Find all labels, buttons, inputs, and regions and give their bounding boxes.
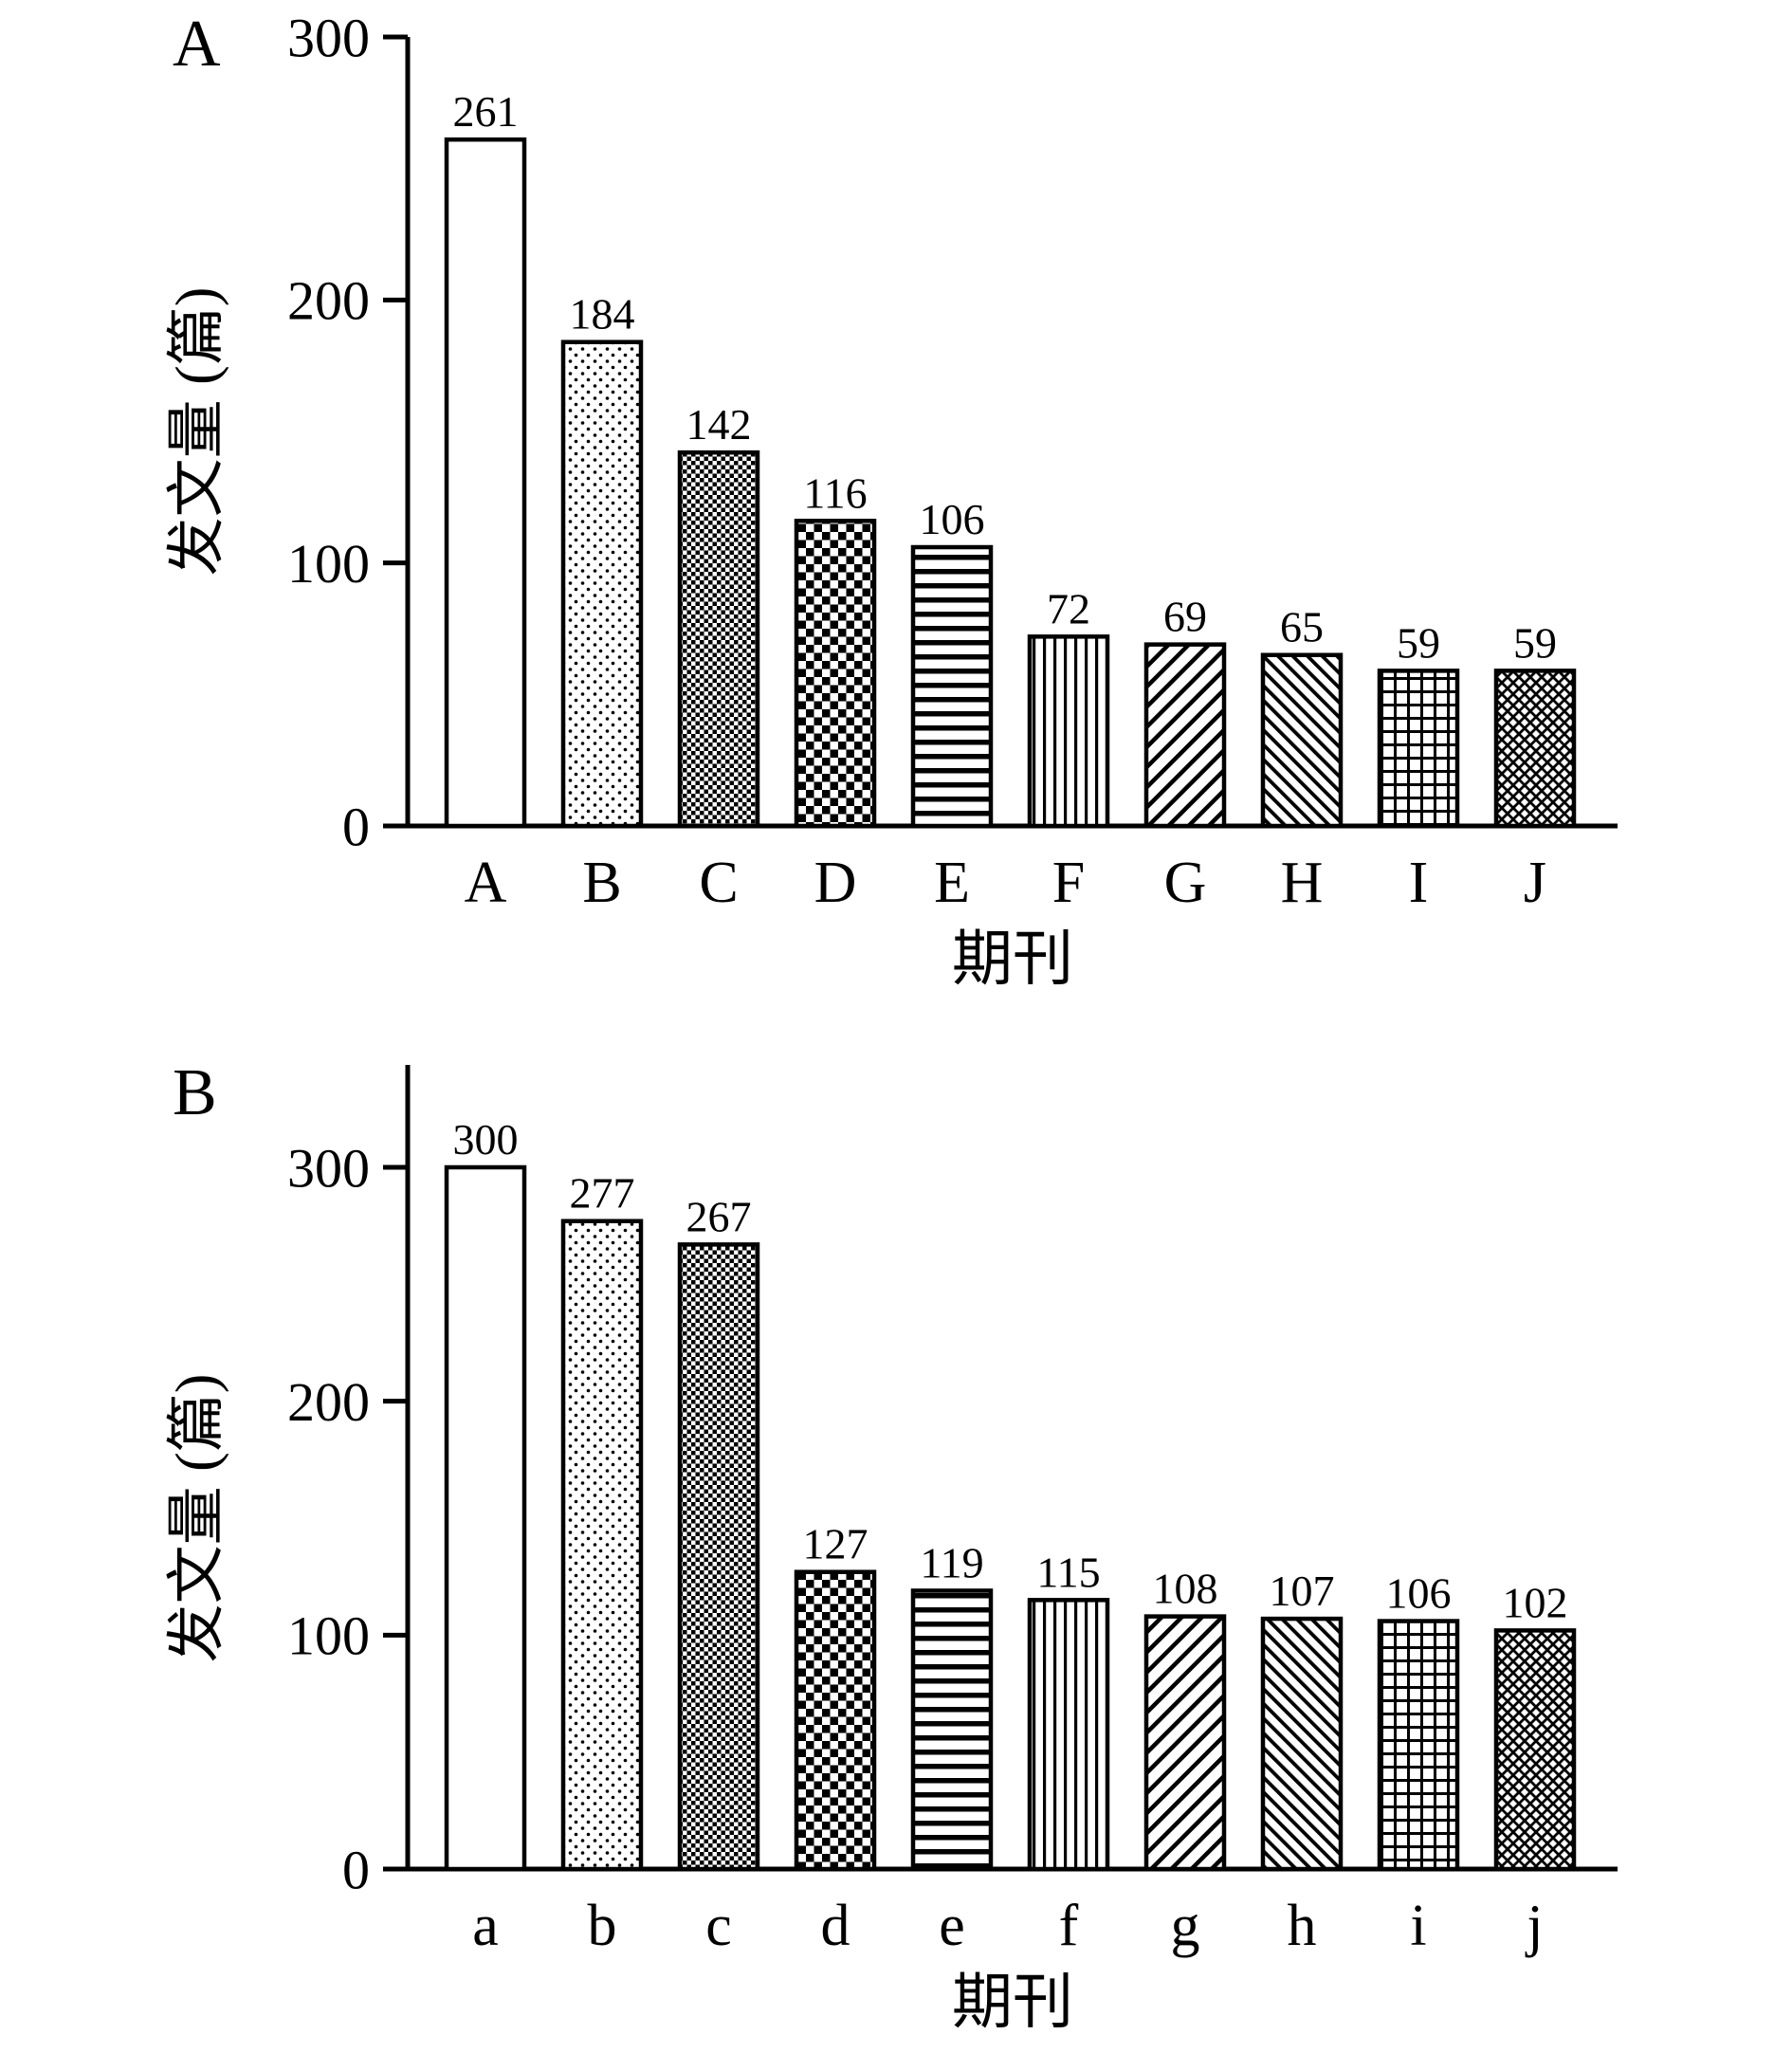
- bar-j: [1493, 1628, 1577, 1872]
- value-label: 72: [1047, 584, 1090, 632]
- category-label: b: [588, 1894, 617, 1958]
- category-label: d: [821, 1894, 850, 1958]
- y-tick-label: 300: [287, 7, 370, 68]
- chart-panels: 0 100 200 300 发文量 (篇) 261 A 184 B 142 C 116 D 106 E 72 F…: [165, 7, 1618, 2036]
- value-label: 142: [686, 400, 752, 449]
- bar-b: [560, 1219, 644, 1872]
- value-label: 116: [803, 468, 867, 517]
- category-label: B: [582, 851, 621, 915]
- y-tick-label: 0: [342, 796, 370, 857]
- value-label: 184: [570, 290, 635, 339]
- value-label: 277: [570, 1169, 635, 1218]
- category-label: G: [1164, 851, 1207, 915]
- bar-J: [1493, 669, 1577, 829]
- category-label: I: [1409, 851, 1429, 915]
- y-tick-label: 0: [342, 1839, 370, 1900]
- y-axis-title: 发文量 (篇): [165, 1374, 229, 1663]
- category-label: g: [1171, 1894, 1200, 1958]
- y-tick-label: 100: [287, 533, 370, 595]
- panel-label-b: B: [173, 1056, 217, 1129]
- bar-c: [677, 1242, 760, 1872]
- y-tick-label: 200: [287, 270, 370, 332]
- bar-h: [1260, 1616, 1344, 1872]
- bar-g: [1143, 1614, 1227, 1872]
- bar-F: [1027, 634, 1110, 829]
- y-tick-label: 300: [287, 1137, 370, 1199]
- value-label: 108: [1153, 1565, 1218, 1613]
- y-tick-label: 200: [287, 1371, 370, 1433]
- category-label: a: [472, 1894, 499, 1958]
- x-axis-title: 期刊: [952, 926, 1073, 993]
- bar-I: [1377, 669, 1460, 829]
- bar-A: [444, 137, 527, 829]
- category-label: h: [1288, 1894, 1317, 1958]
- value-label: 106: [1386, 1569, 1452, 1618]
- value-label: 106: [920, 495, 985, 543]
- category-label: j: [1525, 1894, 1543, 1958]
- category-label: J: [1524, 851, 1546, 915]
- value-label: 65: [1280, 603, 1324, 651]
- y-tick-label: 100: [287, 1605, 370, 1667]
- category-label: H: [1281, 851, 1324, 915]
- value-label: 69: [1163, 593, 1207, 641]
- bar-f: [1027, 1598, 1110, 1872]
- bar-B: [560, 339, 644, 829]
- bar-d: [794, 1569, 877, 1872]
- bar-C: [677, 449, 760, 829]
- value-label: 127: [803, 1520, 869, 1568]
- bar-a: [444, 1164, 527, 1872]
- category-label: D: [814, 851, 857, 915]
- category-label: A: [465, 851, 507, 915]
- y-axis-title: 发文量 (篇): [165, 287, 229, 577]
- bar-E: [910, 544, 994, 829]
- value-label: 102: [1503, 1578, 1568, 1626]
- bar-G: [1143, 642, 1227, 829]
- category-label: C: [699, 851, 738, 915]
- bar-D: [794, 519, 877, 829]
- bar-H: [1260, 652, 1344, 829]
- value-label: 300: [453, 1115, 519, 1164]
- value-label: 59: [1397, 618, 1440, 667]
- category-label: f: [1059, 1894, 1079, 1958]
- value-label: 59: [1513, 618, 1557, 667]
- bar-i: [1377, 1619, 1460, 1872]
- category-label: e: [939, 1894, 965, 1958]
- x-axis-title: 期刊: [952, 1969, 1073, 2036]
- panel-label-a: A: [173, 8, 221, 81]
- value-label: 261: [453, 87, 519, 136]
- panel-b: 0 100 200 300 发文量 (篇) 300 a 277 b 267 c 127 d 119 e 115…: [165, 1065, 1618, 2036]
- bar-e: [910, 1588, 994, 1872]
- category-label: F: [1052, 851, 1085, 915]
- value-label: 115: [1036, 1548, 1100, 1596]
- category-label: c: [705, 1894, 732, 1958]
- category-label: i: [1410, 1894, 1426, 1958]
- value-label: 119: [920, 1538, 983, 1586]
- category-label: E: [934, 851, 970, 915]
- value-label: 107: [1270, 1567, 1335, 1615]
- panel-a: 0 100 200 300 发文量 (篇) 261 A 184 B 142 C 116 D 106 E 72 F…: [165, 7, 1618, 993]
- value-label: 267: [686, 1192, 752, 1240]
